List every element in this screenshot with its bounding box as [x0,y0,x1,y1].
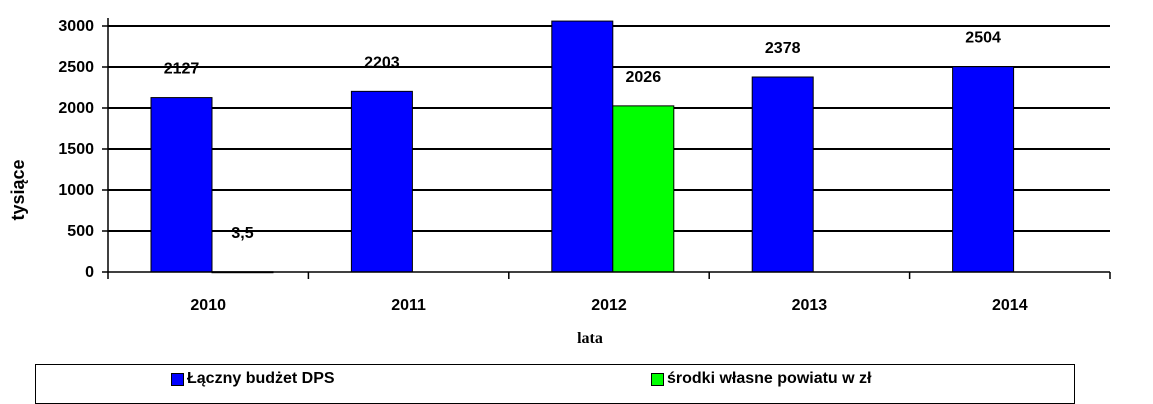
y-tick-label: 500 [67,223,94,240]
legend-label-own-funds: środki własne powiatu w zł [667,370,872,387]
x-tick-label: 2010 [190,297,226,314]
y-tick-label: 3000 [58,18,94,35]
x-axis-label: lata [577,330,603,347]
legend-item-own-funds: środki własne powiatu w zł [651,370,871,388]
data-labels: 2127 2203 2378 2504 3,5 2026 [164,30,1001,242]
y-tick-label: 2000 [58,100,94,117]
y-tick-label: 1000 [58,182,94,199]
bars [150,20,1015,274]
data-label: 2026 [626,69,662,86]
legend-swatch-own-funds [651,372,664,386]
y-tick-label: 2500 [58,59,94,76]
bar-own-funds-2012 [612,105,675,273]
x-tick-label: 2012 [591,297,627,314]
bar-total-budget-2010 [150,97,213,273]
data-label: 3,5 [231,225,253,242]
y-tick-label: 0 [85,264,94,281]
x-tick-label: 2013 [792,297,828,314]
x-tick-label: 2014 [992,297,1028,314]
legend-item-total-budget: Łączny budżet DPS [171,370,335,388]
bar-total-budget-2011 [350,90,413,273]
data-label: 2504 [965,30,1001,47]
legend: Łączny budżet DPS środki własne powiatu … [35,364,1075,404]
data-label: 2127 [164,61,200,78]
y-axis-label: tysiące [8,159,28,220]
y-tick-labels: 0 500 1000 1500 2000 2500 3000 [58,18,94,281]
y-tick-label: 1500 [58,141,94,158]
bar-total-budget-2013 [751,76,814,273]
x-tick-label: 2011 [391,297,426,314]
legend-label-total-budget: Łączny budżet DPS [187,370,335,387]
legend-swatch-total-budget [171,372,184,386]
data-label: 2203 [364,54,400,71]
axes [102,18,1111,279]
bar-total-budget-2012 [551,20,614,273]
bar-total-budget-2014 [952,66,1015,273]
x-tick-labels: 2010 2011 2012 2013 2014 [190,297,1027,314]
data-label: 2378 [765,40,801,57]
